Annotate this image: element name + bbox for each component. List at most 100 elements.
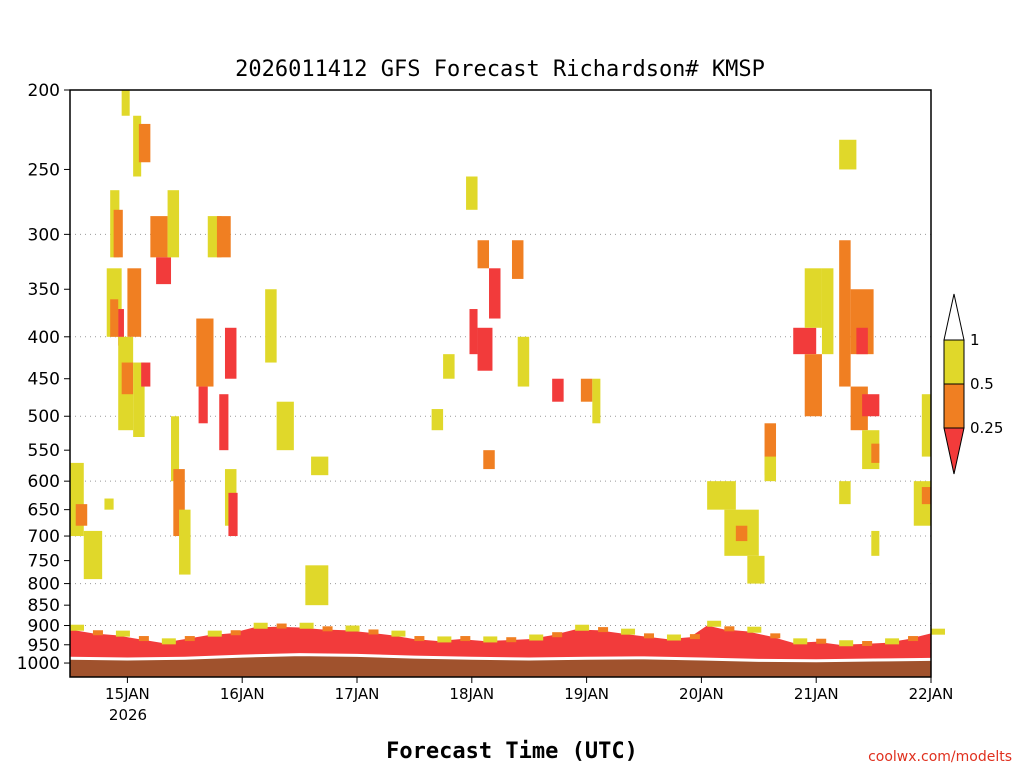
ri-cell (839, 481, 851, 505)
y-tick-label: 400 (28, 328, 60, 348)
grid-lines (70, 233, 931, 627)
pbl-top-cell (368, 629, 379, 635)
y-tick-label: 650 (28, 501, 60, 521)
boundary-layer (70, 620, 945, 660)
ri-cell (431, 409, 444, 431)
ri-cell (871, 443, 880, 463)
x-tick-label: 15JAN (105, 685, 150, 703)
ri-cell (804, 354, 822, 417)
y-tick-label: 950 (28, 636, 60, 656)
ri-cell (793, 327, 817, 355)
legend-bottom-arrow (943, 427, 965, 475)
boundary-layer-band (70, 625, 931, 660)
y-tick-label: 250 (28, 160, 60, 180)
x-tick-label: 19JAN (564, 685, 609, 703)
ri-cell (118, 309, 124, 346)
ri-cell (228, 492, 238, 537)
pbl-top-cell (621, 628, 636, 635)
legend-top-arrow (943, 293, 965, 341)
x-tick-label: 22JAN (909, 685, 954, 703)
pbl-top-cell (184, 636, 195, 642)
ri-cell (862, 394, 880, 417)
chart-title: 2026011412 GFS Forecast Richardson# KMSP (235, 57, 765, 82)
y-tick-label: 850 (28, 596, 60, 616)
ri-cell (104, 498, 114, 510)
ri-cell (580, 378, 593, 402)
pbl-top-cell (816, 638, 827, 644)
pbl-top-cell (276, 623, 287, 629)
y-tick-label: 200 (28, 81, 60, 101)
pbl-top-cell (552, 632, 563, 638)
pbl-top-cell (506, 637, 517, 643)
color-legend: 1 0.5 0.25 (943, 293, 1003, 475)
ri-cell (127, 268, 142, 337)
ri-cell (219, 394, 229, 451)
ri-cell (83, 530, 103, 580)
pbl-top-cell (115, 630, 130, 637)
pbl-top-cell (138, 636, 149, 642)
ri-cell (517, 336, 530, 387)
pbl-top-cell (931, 628, 945, 635)
ri-cell (75, 504, 88, 526)
pbl-top-cell (839, 640, 854, 647)
ri-cell (216, 216, 231, 258)
legend-yellow-box (943, 339, 965, 385)
ri-cell (477, 327, 493, 371)
y-tick-label: 500 (28, 407, 60, 427)
ri-cell (707, 481, 736, 510)
legend-label-1: 1 (970, 331, 980, 349)
plot-frame (69, 89, 932, 678)
ri-cell (113, 209, 123, 258)
pbl-top-cell (345, 625, 360, 632)
pbl-top-cell (161, 638, 176, 645)
pbl-top-cell (862, 641, 873, 647)
pbl-top-cell (793, 638, 808, 645)
y-tick-label: 800 (28, 575, 60, 595)
ri-cell (921, 487, 931, 505)
ri-cell (156, 257, 172, 285)
y-tick-label: 300 (28, 225, 60, 245)
x-tick-label: 18JAN (449, 685, 494, 703)
pbl-top-cell (460, 636, 471, 642)
ri-cell (133, 115, 142, 177)
pbl-top-cell (707, 620, 722, 627)
y-tick-label: 450 (28, 370, 60, 390)
pbl-top-cell (92, 630, 103, 636)
pbl-top-cell (437, 636, 452, 643)
ri-cell (276, 401, 294, 451)
ri-cell (483, 450, 495, 470)
ri-cell (121, 362, 134, 395)
y-tick-label: 550 (28, 441, 60, 461)
ri-cell (871, 530, 880, 556)
pbl-top-cell (770, 633, 781, 639)
pbl-top-cell (747, 626, 762, 633)
surface-terrain (69, 654, 932, 677)
pbl-top-cell (666, 634, 681, 641)
y-tick-label: 350 (28, 280, 60, 300)
ri-cell (552, 378, 564, 402)
credit-link[interactable]: coolwx.com/modelts (868, 749, 1012, 765)
x-tick-label: 17JAN (335, 685, 380, 703)
ri-cell (856, 327, 868, 355)
y-tick-label: 900 (28, 617, 60, 637)
x-axis-label: Forecast Time (UTC) (386, 739, 638, 764)
pbl-top-cell (253, 622, 268, 629)
ri-cell (592, 378, 601, 424)
ri-cell (443, 354, 455, 379)
ri-cell (839, 139, 857, 170)
ri-cell (305, 565, 329, 606)
surface-line (69, 654, 932, 663)
y-tick-label: 1000 (17, 654, 60, 674)
ri-cell (747, 555, 765, 584)
legend-label-0.25: 0.25 (970, 419, 1003, 437)
y-tick-label: 600 (28, 472, 60, 492)
ri-cell (921, 394, 931, 457)
ri-cell (196, 318, 214, 387)
pbl-top-cell (644, 633, 654, 639)
ri-cell (311, 456, 329, 476)
pbl-top-cell (70, 624, 84, 631)
ri-cell (171, 416, 180, 482)
ri-cell (764, 456, 777, 482)
x-axis-ticks: 15JAN 16JAN 17JAN 18JAN 19JAN 20JAN 21JAN 22JAN (105, 677, 953, 703)
